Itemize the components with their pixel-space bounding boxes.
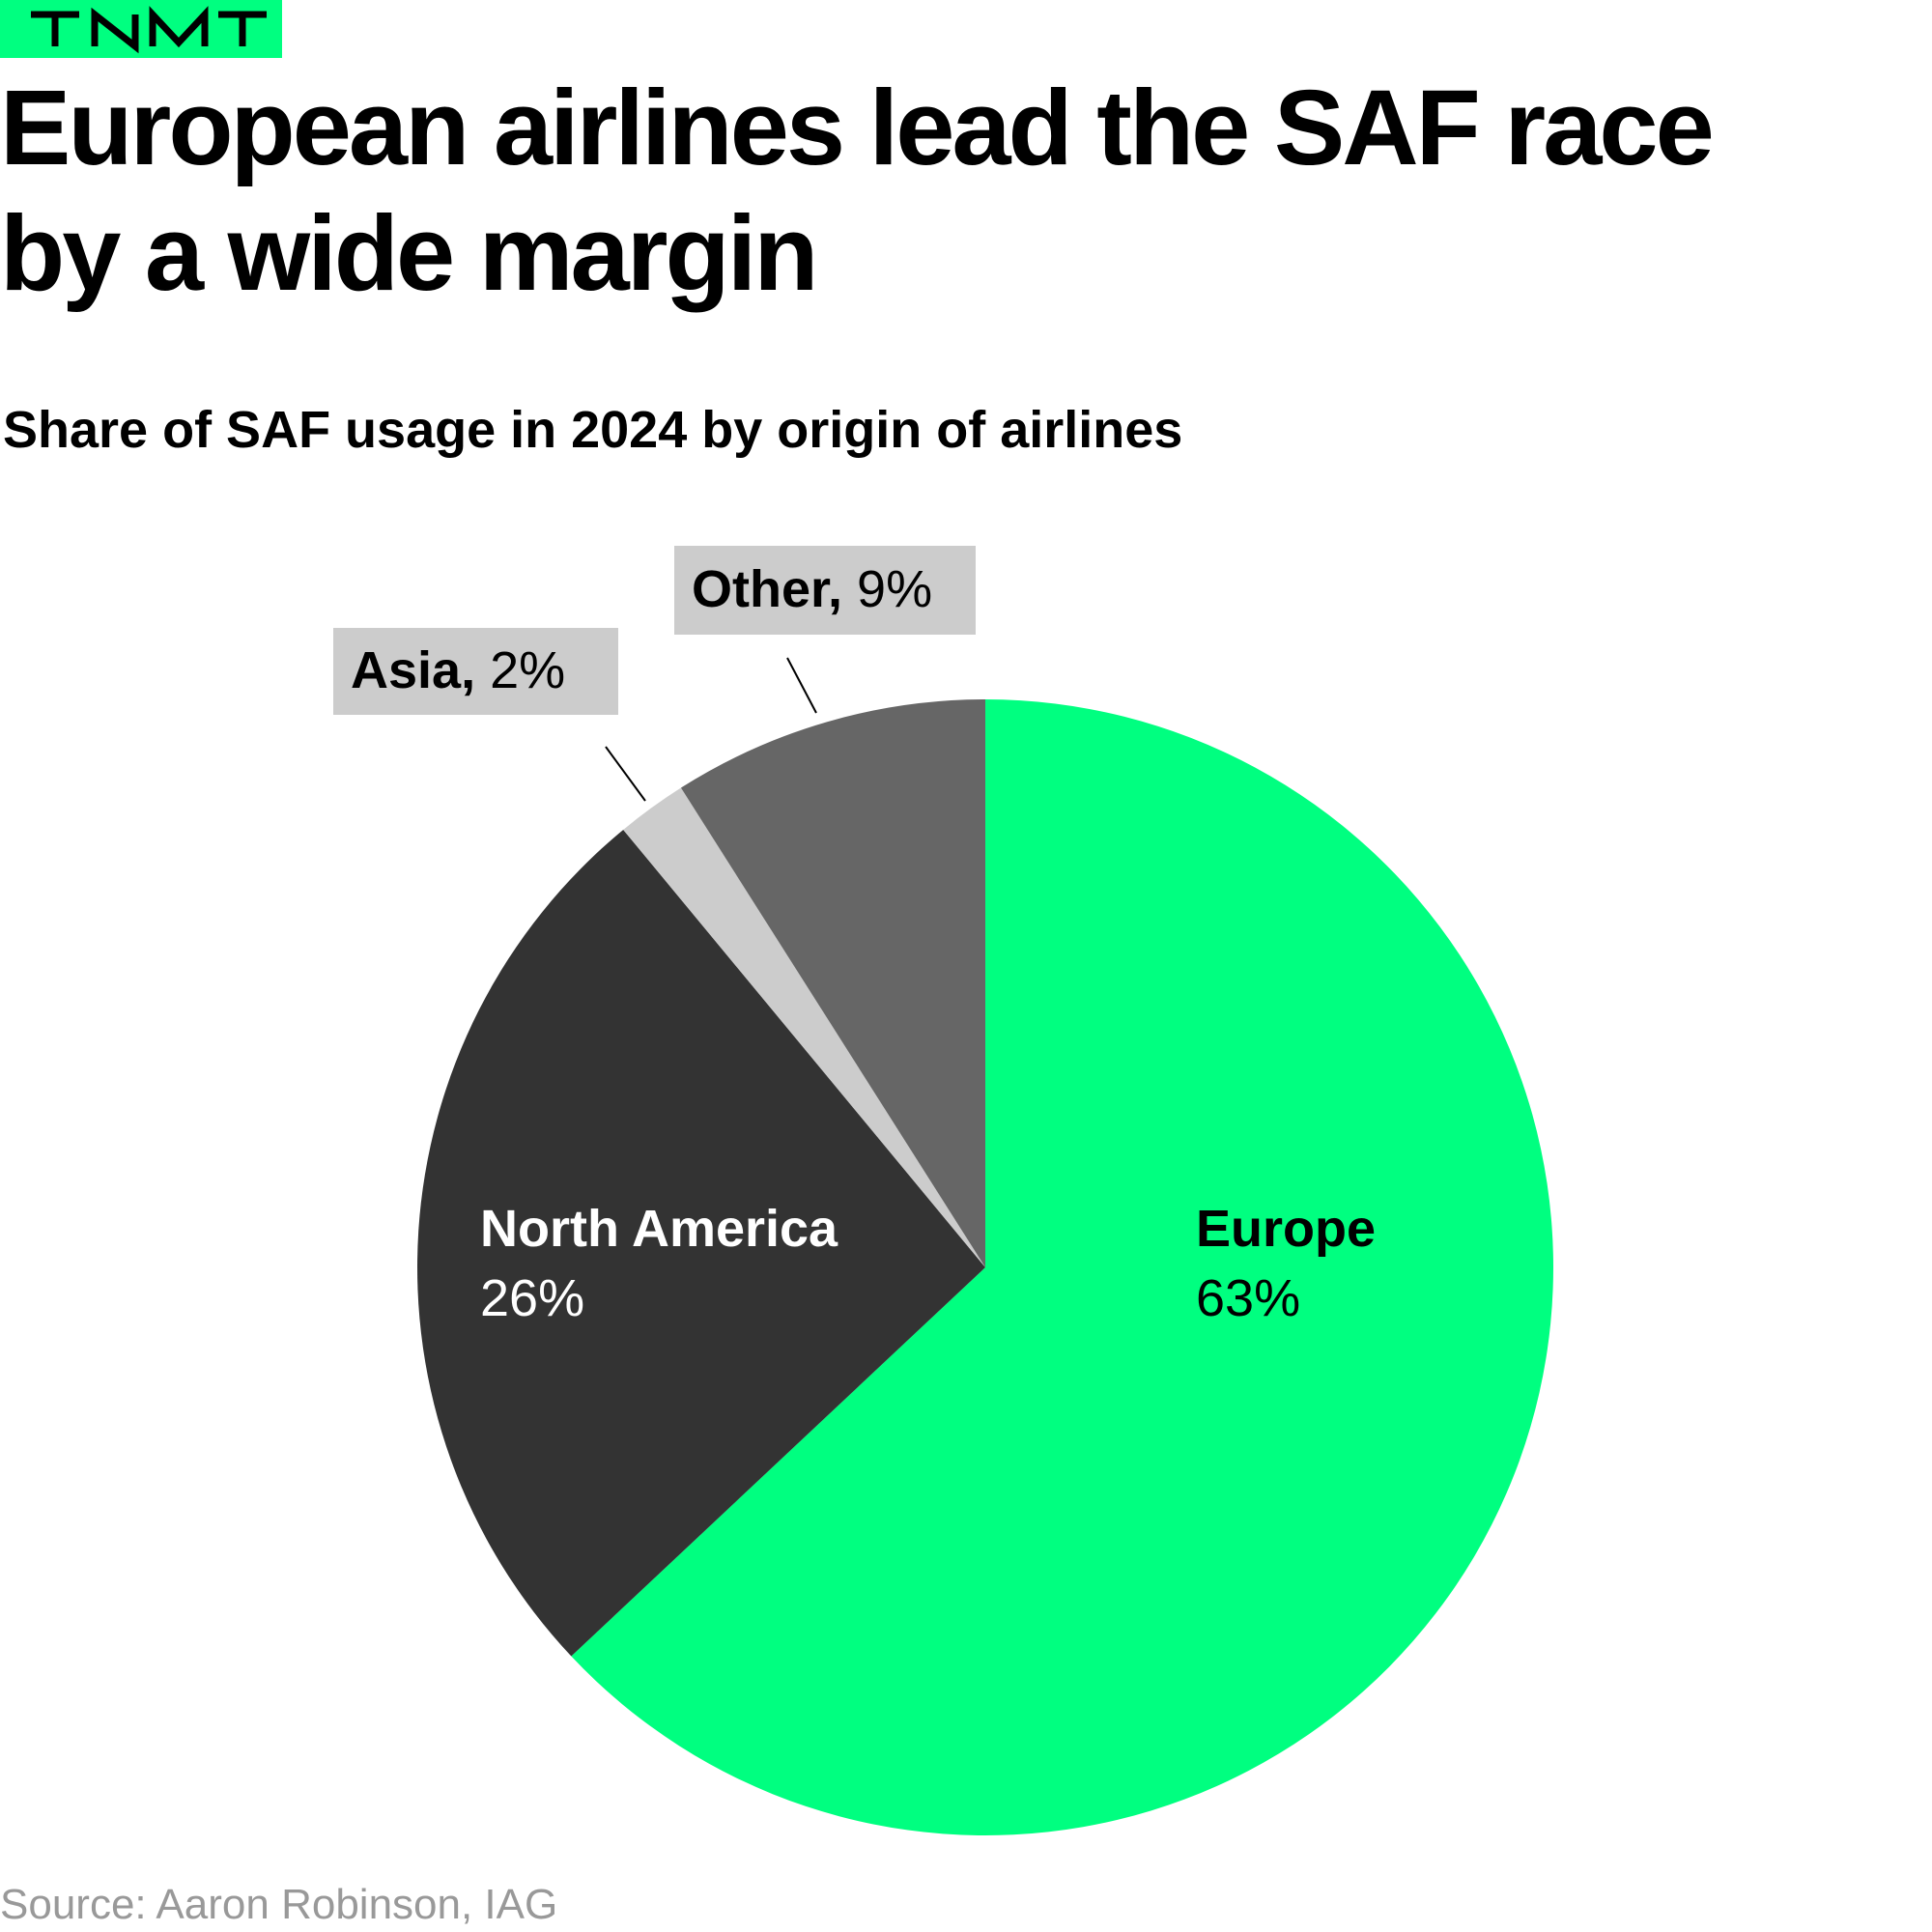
slice-value-north-america: 26% bbox=[480, 1269, 584, 1327]
brand-logo bbox=[0, 0, 282, 58]
callout-text-asia: Asia, 2% bbox=[351, 641, 565, 699]
source-note: Source: Aaron Robinson, IAG bbox=[0, 1881, 558, 1928]
callout-line-other bbox=[786, 657, 817, 714]
callout-label-asia: Asia, bbox=[351, 641, 475, 699]
pie-slice-europe bbox=[571, 699, 1554, 1835]
pie-slices bbox=[417, 699, 1554, 1835]
chart-subtitle: Share of SAF usage in 2024 by origin of … bbox=[3, 401, 1183, 459]
callout-line-asia bbox=[605, 746, 646, 802]
slice-label-europe: Europe bbox=[1196, 1200, 1376, 1258]
pie-labels: Europe 63% North America 26% Asia, 2% Other, … bbox=[333, 546, 1376, 1327]
pie-slice-other bbox=[680, 699, 985, 1267]
tnmt-logo-icon bbox=[31, 6, 267, 54]
chart-title: European airlines lead the SAF race by a… bbox=[0, 69, 1715, 313]
callout-label-other: Other, bbox=[692, 560, 842, 618]
pie-slice-asia bbox=[623, 787, 985, 1267]
callout-text-other: Other, 9% bbox=[692, 560, 932, 618]
slice-value-europe: 63% bbox=[1196, 1269, 1300, 1327]
slice-label-north-america: North America bbox=[480, 1200, 838, 1258]
pie-slice-north-america bbox=[417, 829, 985, 1657]
callout-box-other bbox=[674, 546, 976, 635]
callout-value-other: 9% bbox=[842, 560, 932, 618]
callout-value-asia: 2% bbox=[475, 641, 565, 699]
callout-box-asia bbox=[333, 628, 618, 715]
